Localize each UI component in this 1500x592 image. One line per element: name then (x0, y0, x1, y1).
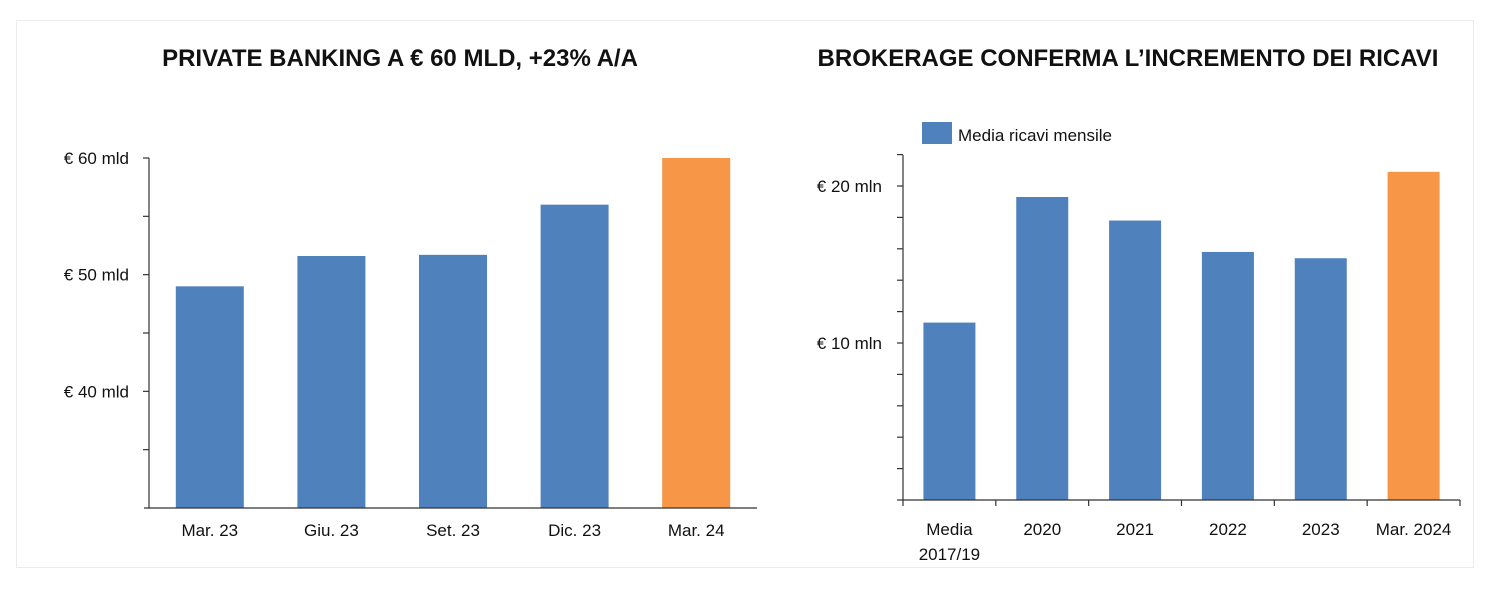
c2-x-tick-label: 2022 (1209, 520, 1247, 539)
c2-bar (1294, 258, 1347, 500)
c2-x-tick-label: 2017/19 (919, 545, 980, 564)
c1-bar (540, 204, 609, 508)
c1-x-tick-label: Set. 23 (426, 521, 480, 540)
c2-y-tick-label: € 10 mln (817, 334, 882, 353)
c1-x-tick-label: Mar. 24 (668, 521, 725, 540)
c1-bar (175, 286, 244, 508)
c2-x-tick-label: Media (926, 520, 973, 539)
c1-y-tick-label: € 40 mld (64, 382, 129, 401)
private-banking-chart: PRIVATE BANKING A € 60 MLD, +23% A/A € 6… (64, 45, 757, 540)
c2-x-tick-label: Mar. 2024 (1376, 520, 1452, 539)
c1-bar (662, 158, 731, 508)
c1-x-tick-label: Giu. 23 (304, 521, 359, 540)
c2-bar (923, 322, 976, 500)
c1-y-tick-label: € 50 mld (64, 266, 129, 285)
brokerage-chart: BROKERAGE CONFERMA L’INCREMENTO DEI RICA… (817, 45, 1461, 564)
c2-bar (1016, 196, 1069, 501)
legend-swatch (922, 122, 952, 144)
c2-bar (1387, 171, 1440, 500)
chart1-title: PRIVATE BANKING A € 60 MLD, +23% A/A (162, 45, 638, 72)
c2-x-tick-label: 2023 (1302, 520, 1340, 539)
c1-y-tick-label: € 60 mld (64, 149, 129, 168)
c1-bar (297, 256, 366, 508)
legend-label: Media ricavi mensile (958, 126, 1112, 145)
c2-x-tick-label: 2020 (1023, 520, 1061, 539)
c2-bar (1201, 251, 1254, 500)
c2-bar (1109, 220, 1162, 501)
c2-y-tick-label: € 20 mln (817, 177, 882, 196)
c1-x-tick-label: Mar. 23 (181, 521, 238, 540)
c1-x-tick-label: Dic. 23 (548, 521, 601, 540)
c1-bar (419, 254, 487, 508)
c2-x-tick-label: 2021 (1116, 520, 1154, 539)
chart2-title: BROKERAGE CONFERMA L’INCREMENTO DEI RICA… (818, 45, 1439, 72)
